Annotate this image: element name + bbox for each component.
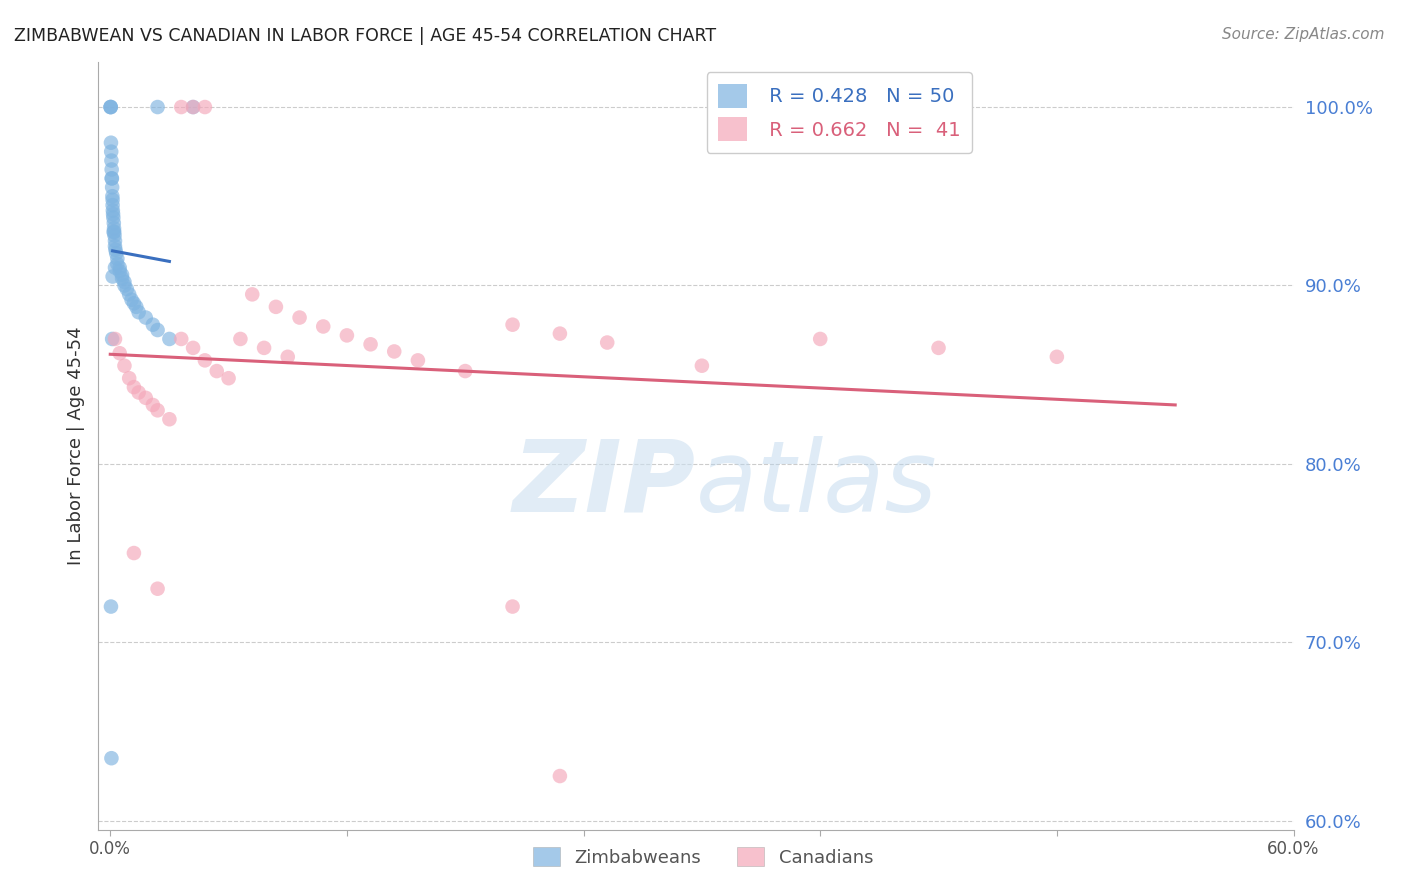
Point	[100, 171, 122, 186]
Point	[229, 332, 252, 346]
Point	[181, 341, 204, 355]
Text: ZIMBABWEAN VS CANADIAN IN LABOR FORCE | AGE 45-54 CORRELATION CHART: ZIMBABWEAN VS CANADIAN IN LABOR FORCE | …	[14, 27, 716, 45]
Point	[100, 599, 122, 614]
Point	[100, 100, 122, 114]
Point	[118, 371, 141, 385]
Point	[108, 346, 131, 360]
Text: Source: ZipAtlas.com: Source: ZipAtlas.com	[1222, 27, 1385, 42]
Point	[108, 264, 131, 278]
Point	[114, 278, 136, 293]
Point	[100, 751, 122, 765]
Point	[101, 193, 124, 207]
Point	[100, 145, 122, 159]
Point	[122, 296, 145, 310]
Point	[103, 225, 125, 239]
Point	[108, 260, 131, 275]
Point	[103, 211, 125, 225]
Point	[105, 252, 128, 266]
Point	[690, 359, 713, 373]
Point	[103, 216, 125, 230]
Point	[253, 341, 276, 355]
Text: atlas: atlas	[696, 436, 938, 533]
Point	[548, 326, 571, 341]
Point	[122, 380, 145, 394]
Point	[312, 319, 335, 334]
Point	[264, 300, 287, 314]
Point	[406, 353, 429, 368]
Point	[454, 364, 477, 378]
Point	[114, 275, 136, 289]
Point	[101, 332, 124, 346]
Point	[157, 412, 180, 426]
Point	[104, 239, 127, 253]
Point	[288, 310, 311, 325]
Legend:  R = 0.428   N = 50,  R = 0.662   N =  41: R = 0.428 N = 50, R = 0.662 N = 41	[707, 72, 972, 153]
Point	[122, 546, 145, 560]
Point	[142, 318, 165, 332]
Point	[104, 260, 127, 275]
Point	[118, 287, 141, 301]
Point	[104, 332, 127, 346]
Point	[277, 350, 299, 364]
Point	[128, 385, 150, 400]
Point	[181, 100, 204, 114]
Point	[128, 305, 150, 319]
Point	[502, 599, 524, 614]
Point	[101, 198, 124, 212]
Point	[1046, 350, 1069, 364]
Point	[135, 391, 157, 405]
Point	[146, 582, 169, 596]
Point	[170, 100, 193, 114]
Point	[100, 153, 122, 168]
Point	[596, 335, 619, 350]
Point	[103, 228, 125, 243]
Point	[101, 203, 124, 218]
Point	[105, 257, 128, 271]
Point	[146, 403, 169, 417]
Point	[104, 243, 127, 257]
Point	[103, 221, 125, 235]
Point	[125, 300, 148, 314]
Point	[146, 323, 169, 337]
Point	[360, 337, 382, 351]
Point	[100, 100, 122, 114]
Point	[135, 310, 157, 325]
Point	[114, 359, 136, 373]
Point	[100, 162, 122, 177]
Point	[101, 180, 124, 194]
Legend: Zimbabweans, Canadians: Zimbabweans, Canadians	[526, 840, 880, 874]
Point	[121, 293, 143, 307]
Point	[111, 271, 134, 285]
Point	[194, 100, 217, 114]
Point	[101, 269, 124, 284]
Point	[502, 318, 524, 332]
Point	[157, 332, 180, 346]
Text: ZIP: ZIP	[513, 436, 696, 533]
Point	[101, 189, 124, 203]
Point	[100, 100, 122, 114]
Point	[105, 246, 128, 260]
Point	[218, 371, 240, 385]
Point	[100, 136, 122, 150]
Point	[205, 364, 228, 378]
Point	[170, 332, 193, 346]
Point	[146, 100, 169, 114]
Point	[548, 769, 571, 783]
Point	[928, 341, 950, 355]
Point	[111, 268, 134, 282]
Point	[181, 100, 204, 114]
Point	[101, 171, 124, 186]
Y-axis label: In Labor Force | Age 45-54: In Labor Force | Age 45-54	[66, 326, 84, 566]
Point	[142, 398, 165, 412]
Point	[336, 328, 359, 343]
Point	[194, 353, 217, 368]
Point	[101, 207, 124, 221]
Point	[104, 234, 127, 248]
Point	[103, 225, 125, 239]
Point	[240, 287, 263, 301]
Point	[382, 344, 405, 359]
Point	[808, 332, 831, 346]
Point	[115, 282, 138, 296]
